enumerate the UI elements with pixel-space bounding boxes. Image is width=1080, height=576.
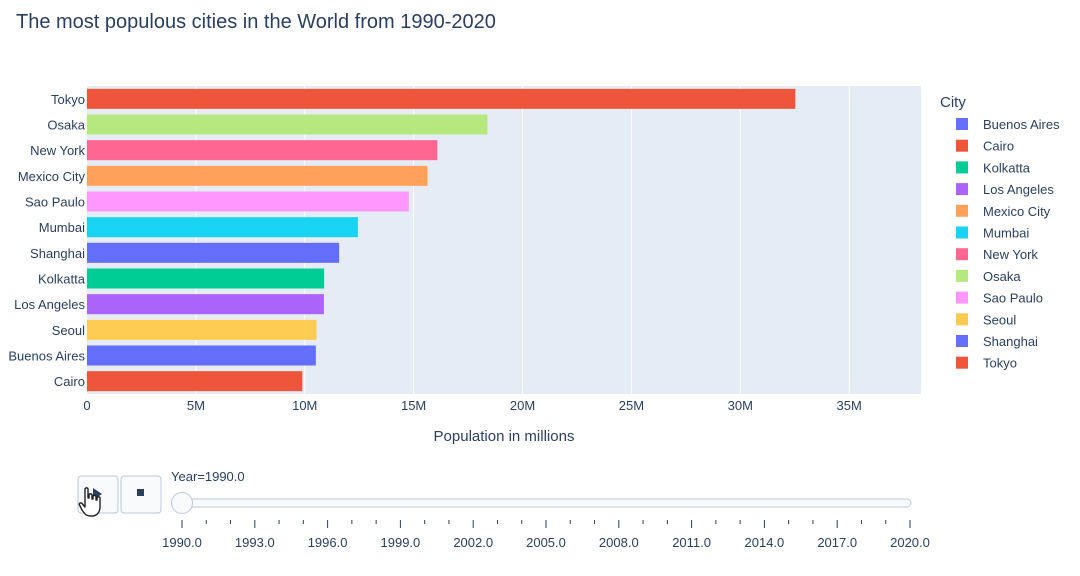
slider-tick-label[interactable]: 1996.0 bbox=[308, 535, 348, 550]
legend-item[interactable]: Los Angeles bbox=[956, 182, 1054, 197]
x-tick-label: 30M bbox=[728, 398, 753, 413]
y-tick-label: Sao Paulo bbox=[25, 195, 85, 210]
slider-current-value: Year=1990.0 bbox=[171, 469, 245, 484]
legend-label: Los Angeles bbox=[983, 182, 1054, 197]
bar bbox=[87, 371, 303, 392]
x-axis-title: Population in millions bbox=[434, 428, 575, 445]
legend-item[interactable]: Seoul bbox=[956, 312, 1016, 327]
y-tick-label: New York bbox=[30, 143, 85, 158]
legend-label: Sao Paulo bbox=[983, 291, 1043, 306]
legend-swatch bbox=[956, 139, 968, 152]
legend-label: Osaka bbox=[983, 269, 1021, 284]
stop-button[interactable] bbox=[120, 475, 162, 514]
legend-swatch bbox=[956, 291, 968, 304]
y-tick-label: Mumbai bbox=[39, 220, 85, 235]
stop-icon bbox=[137, 489, 144, 496]
legend-item[interactable]: Mexico City bbox=[956, 204, 1051, 219]
legend-item[interactable]: Sao Paulo bbox=[956, 291, 1043, 306]
legend-item[interactable]: Kolkatta bbox=[956, 160, 1031, 175]
legend-item[interactable]: Tokyo bbox=[956, 356, 1017, 371]
legend-swatch bbox=[956, 226, 968, 239]
legend-swatch bbox=[956, 204, 968, 217]
legend-swatch bbox=[956, 335, 968, 347]
legend-label: Buenos Aires bbox=[983, 117, 1060, 132]
bar bbox=[87, 268, 325, 289]
y-tick-label: Mexico City bbox=[18, 169, 86, 184]
bar bbox=[87, 217, 358, 238]
legend-title: City bbox=[940, 94, 966, 111]
slider-tick-label[interactable]: 2005.0 bbox=[526, 535, 566, 550]
x-tick-label: 0 bbox=[83, 398, 90, 413]
legend-item[interactable]: Shanghai bbox=[956, 334, 1038, 349]
legend-label: Kolkatta bbox=[983, 160, 1031, 175]
slider-ticks: 1990.0 1993.0 1996.0 1999.0 2002.0 2005.0 2008… bbox=[162, 520, 930, 550]
legend-label: Mexico City bbox=[983, 204, 1051, 219]
x-axis-ticks: 0 5M 10M 15M 20M 25M 30M 35M bbox=[83, 398, 861, 413]
slider-tick-label[interactable]: 2014.0 bbox=[745, 535, 785, 550]
legend-swatch bbox=[956, 161, 968, 174]
bar bbox=[87, 140, 438, 161]
slider-rail[interactable] bbox=[171, 498, 912, 508]
bar bbox=[87, 345, 316, 366]
legend-swatch bbox=[956, 269, 968, 282]
hand-pointer-icon bbox=[78, 487, 101, 517]
x-tick-label: 15M bbox=[401, 398, 426, 413]
bars bbox=[87, 88, 796, 392]
legend-label: Shanghai bbox=[983, 334, 1038, 349]
y-tick-label: Seoul bbox=[52, 323, 85, 338]
legend-swatch bbox=[956, 248, 968, 261]
legend-label: Tokyo bbox=[983, 356, 1017, 371]
legend-item[interactable]: New York bbox=[956, 247, 1038, 262]
legend-label: New York bbox=[983, 247, 1038, 262]
slider-tick-label[interactable]: 2020.0 bbox=[890, 535, 930, 550]
slider-tick-label[interactable]: 1990.0 bbox=[162, 535, 202, 550]
bar bbox=[87, 191, 409, 212]
grid-lines bbox=[195, 86, 850, 394]
slider-tick-label[interactable]: 2008.0 bbox=[599, 535, 639, 550]
y-tick-label: Kolkatta bbox=[38, 272, 86, 287]
slider-tick-label[interactable]: 1993.0 bbox=[235, 535, 275, 550]
bar bbox=[87, 242, 340, 263]
legend-item[interactable]: Osaka bbox=[956, 269, 1021, 284]
x-tick-label: 10M bbox=[292, 398, 317, 413]
x-tick-label: 5M bbox=[187, 398, 205, 413]
bar bbox=[87, 88, 796, 109]
x-tick-label: 35M bbox=[836, 398, 861, 413]
legend-label: Cairo bbox=[983, 139, 1014, 154]
legend-swatch bbox=[956, 118, 968, 130]
slider-handle[interactable] bbox=[171, 492, 193, 514]
bar bbox=[87, 294, 324, 315]
legend-item[interactable]: Buenos Aires bbox=[956, 117, 1060, 132]
x-tick-label: 25M bbox=[619, 398, 644, 413]
y-tick-label: Buenos Aires bbox=[8, 349, 85, 364]
chart-title: The most populous cities in the World fr… bbox=[16, 11, 496, 33]
y-tick-label: Shanghai bbox=[30, 246, 85, 261]
legend: Buenos Aires Cairo Kolkatta Los Angeles Mexi… bbox=[956, 117, 1060, 371]
x-tick-label: 20M bbox=[510, 398, 535, 413]
legend-swatch bbox=[956, 356, 968, 369]
legend-swatch bbox=[956, 183, 968, 196]
legend-swatch bbox=[956, 313, 968, 326]
slider-tick-label[interactable]: 2002.0 bbox=[453, 535, 493, 550]
bar bbox=[87, 114, 488, 135]
slider-tick-label[interactable]: 2017.0 bbox=[817, 535, 857, 550]
y-tick-label: Tokyo bbox=[51, 92, 85, 107]
y-tick-label: Cairo bbox=[54, 374, 85, 389]
slider-tick-label[interactable]: 1999.0 bbox=[381, 535, 421, 550]
y-axis-ticks: Tokyo Osaka New York Mexico City Sao Paulo Mu… bbox=[8, 92, 85, 389]
bar bbox=[87, 319, 317, 340]
slider-tick-label[interactable]: 2011.0 bbox=[672, 535, 711, 550]
legend-label: Mumbai bbox=[983, 226, 1029, 241]
y-tick-label: Los Angeles bbox=[14, 297, 85, 312]
legend-item[interactable]: Mumbai bbox=[956, 226, 1029, 241]
legend-item[interactable]: Cairo bbox=[956, 139, 1014, 154]
bar bbox=[87, 165, 428, 186]
y-tick-label: Osaka bbox=[47, 118, 85, 133]
legend-label: Seoul bbox=[983, 312, 1016, 327]
plot-area bbox=[87, 86, 921, 394]
